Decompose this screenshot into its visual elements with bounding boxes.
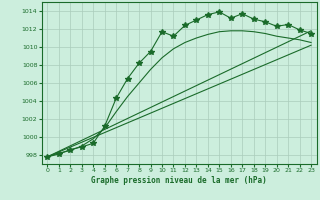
X-axis label: Graphe pression niveau de la mer (hPa): Graphe pression niveau de la mer (hPa) <box>91 176 267 185</box>
